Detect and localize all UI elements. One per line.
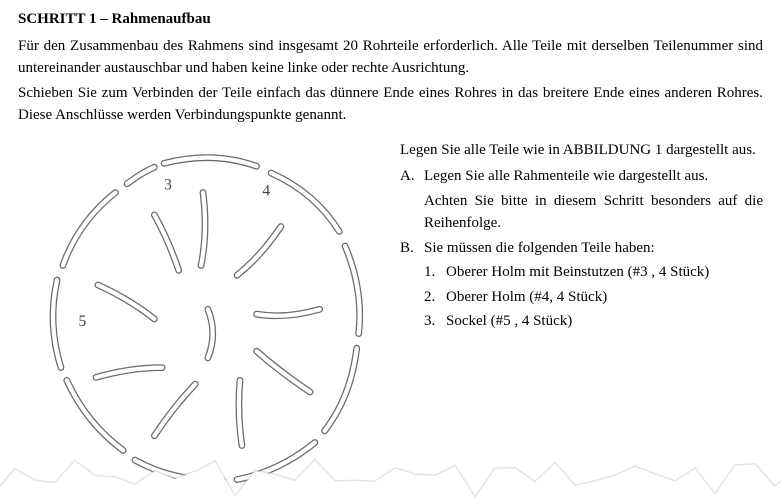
instructions-column: Legen Sie alle Teile wie in ABBILDUNG 1 … [388, 139, 763, 499]
item-b-text: Sie müssen die folgenden Teile haben: [424, 237, 763, 260]
diagram-column: 3 4 5 [18, 139, 388, 499]
content-row: 3 4 5 Legen Sie alle Teile wie in ABBILDUN… [18, 139, 763, 499]
item-a-marker: A. [400, 165, 424, 188]
step-heading: SCHRITT 1 – Rahmenaufbau [18, 8, 763, 31]
parts-list-2: 2. Oberer Holm (#4, 4 Stück) [424, 286, 763, 309]
lead-line: Legen Sie alle Teile wie in ABBILDUNG 1 … [400, 139, 763, 162]
intro-paragraph-2: Schieben Sie zum Verbinden der Teile ein… [18, 82, 763, 127]
intro-paragraph-1: Für den Zusammenbau des Rahmens sind ins… [18, 35, 763, 80]
item-a-sub: Achten Sie bitte in diesem Schritt beson… [424, 190, 763, 235]
item-a-text: Legen Sie alle Rahmenteile wie dargestel… [424, 165, 763, 188]
document-page: SCHRITT 1 – Rahmenaufbau Für den Zusamme… [0, 0, 781, 501]
parts-diagram: 3 4 5 [18, 139, 388, 499]
item-b: B. Sie müssen die folgenden Teile haben: [400, 237, 763, 260]
parts-list-2-text: Oberer Holm (#4, 4 Stück) [446, 286, 607, 309]
parts-list-1: 1. Oberer Holm mit Beinstutzen (#3 , 4 S… [424, 261, 763, 284]
parts-list-3-text: Sockel (#5 , 4 Stück) [446, 310, 572, 333]
parts-list-2-num: 2. [424, 286, 446, 309]
parts-list-3: 3. Sockel (#5 , 4 Stück) [424, 310, 763, 333]
item-a: A. Legen Sie alle Rahmenteile wie darges… [400, 165, 763, 188]
svg-text:5: 5 [78, 312, 86, 329]
svg-text:3: 3 [164, 176, 172, 193]
parts-list-1-text: Oberer Holm mit Beinstutzen (#3 , 4 Stüc… [446, 261, 709, 284]
parts-list-3-num: 3. [424, 310, 446, 333]
parts-list-1-num: 1. [424, 261, 446, 284]
svg-text:4: 4 [262, 182, 270, 199]
item-b-marker: B. [400, 237, 424, 260]
